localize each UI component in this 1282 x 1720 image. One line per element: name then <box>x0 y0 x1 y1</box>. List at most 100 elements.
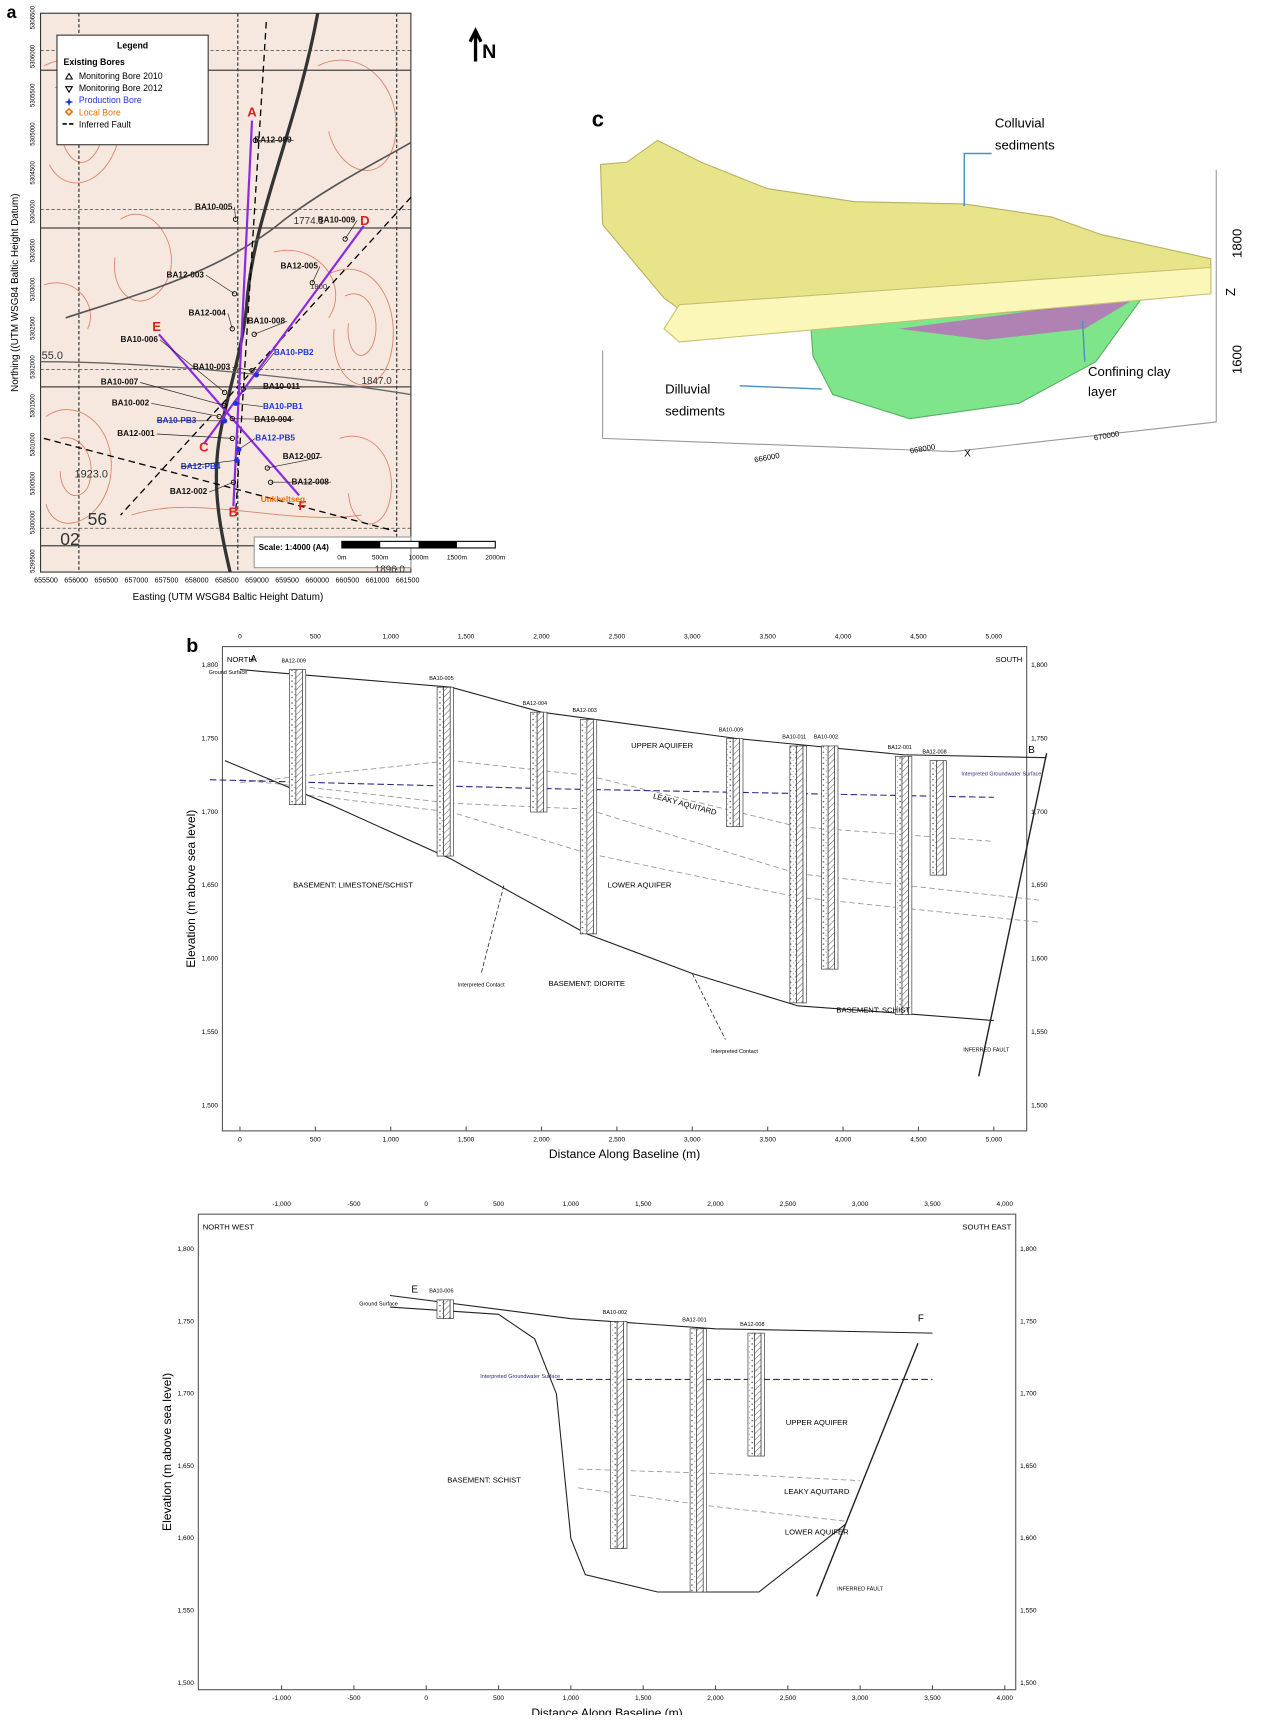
bore-log <box>727 739 734 827</box>
x-tick-label: 4,000 <box>835 633 852 640</box>
unit-label: UPPER AQUIFER <box>786 1418 849 1427</box>
y-tick-label: 5303500 <box>30 238 36 262</box>
y-tick-label: 1,800 <box>1020 1246 1037 1253</box>
bore-log <box>761 1333 764 1456</box>
bore-label: BA10-002 <box>603 1310 627 1316</box>
contact-label: Interpreted Contact <box>458 983 505 989</box>
z-axis-label: Z <box>1223 288 1238 296</box>
bore-log <box>690 1329 697 1592</box>
bore-log <box>587 720 594 934</box>
local-bore-label: Unkheltseg <box>261 495 305 504</box>
y-tick-label: 1,650 <box>202 882 219 889</box>
x-tick-label: 666000 <box>754 451 781 464</box>
legend-title: Legend <box>117 40 148 50</box>
y-tick-label: 1,500 <box>178 1680 195 1687</box>
x-tick-label: 660000 <box>305 577 329 585</box>
y-tick-label: 1,750 <box>1020 1318 1037 1325</box>
bore-log <box>437 687 444 856</box>
fault-label: INFERRED FAULT <box>837 1587 884 1593</box>
y-tick-label: 5300500 <box>30 471 36 495</box>
model-annotation: Dilluvial <box>665 382 710 397</box>
section-point: B <box>229 504 238 519</box>
bore-log <box>289 670 296 805</box>
x-tick-label: 657000 <box>125 577 149 585</box>
figure: aLegendExisting BoresMonitoring Bore 201… <box>0 0 1282 1715</box>
x-tick-label: 2,500 <box>609 633 626 640</box>
x-tick-label: 1,500 <box>458 633 475 640</box>
ground-label: Ground Surface <box>359 1302 398 1308</box>
bore-log <box>828 746 835 969</box>
bore-log <box>296 670 303 805</box>
x-tick-label: 0 <box>238 1136 242 1143</box>
model-annotation: sediments <box>665 404 725 419</box>
bore-label: BA12-004 <box>523 701 547 707</box>
bore-log <box>450 1300 453 1319</box>
y-tick-label: 1,650 <box>178 1463 195 1470</box>
bore-label: BA10-005 <box>429 676 453 682</box>
y-tick-label: 1,550 <box>1020 1608 1037 1615</box>
bore-label: BA12-003 <box>573 708 597 714</box>
x-axis-label: Distance Along Baseline (m) <box>531 1706 682 1715</box>
bore-log <box>930 761 937 876</box>
bore-label: BA12-008 <box>922 749 946 755</box>
x-tick-label: 4,500 <box>910 633 927 640</box>
bore-log <box>617 1322 624 1549</box>
x-tick-label: 659000 <box>245 577 269 585</box>
bore-log <box>796 746 803 1003</box>
x-tick-label: 661000 <box>366 577 390 585</box>
x-tick-label: 5,000 <box>986 633 1003 640</box>
bore-label: BA10-005 <box>195 202 233 211</box>
x-tick-label: 659500 <box>275 577 299 585</box>
bore-log <box>803 746 806 1003</box>
unit-label: UPPER AQUIFER <box>631 741 694 750</box>
x-tick-label: 2,500 <box>780 1695 797 1702</box>
bore-log <box>437 1300 444 1319</box>
y-tick-label: 5302500 <box>30 316 36 340</box>
y-axis-label: Elevation (m above sea level) <box>160 1373 174 1531</box>
bore-label: BA10-011 <box>782 735 806 741</box>
unit-label: BASEMENT: SCHIST <box>447 1476 521 1485</box>
y-tick-label: 5301000 <box>30 432 36 456</box>
bore-log <box>740 739 743 827</box>
bore-label: BA12-004 <box>188 309 226 318</box>
bore-label: BA10-006 <box>121 335 159 344</box>
y-tick-label: 1,700 <box>202 809 219 816</box>
x-axis-label: Distance Along Baseline (m) <box>549 1147 700 1161</box>
panel-label: b <box>186 635 198 657</box>
legend-item: Monitoring Bore 2010 <box>79 71 163 81</box>
section-point: C <box>199 440 209 455</box>
bore-log <box>611 1322 618 1549</box>
x-tick-label: 500 <box>493 1201 504 1208</box>
y-tick-label: 5305500 <box>30 83 36 107</box>
x-tick-label: 3,000 <box>852 1201 869 1208</box>
y-tick-label: 1,600 <box>202 956 219 963</box>
y-tick-label: 1,800 <box>1031 662 1048 669</box>
legend-item: Monitoring Bore 2012 <box>79 83 163 93</box>
bore-marker <box>233 401 237 405</box>
y-tick-label: 5305000 <box>30 122 36 146</box>
model-annotation: sediments <box>995 137 1055 152</box>
map-label: 55.0 <box>42 350 63 362</box>
section-heading: SOUTH <box>996 655 1023 664</box>
x-tick-label: 2,500 <box>780 1201 797 1208</box>
x-tick-label: 658000 <box>185 577 209 585</box>
x-tick-label: 660500 <box>335 577 359 585</box>
section-point: D <box>360 213 369 228</box>
x-tick-label: 3,000 <box>684 633 701 640</box>
y-tick-label: 5306000 <box>30 44 36 68</box>
section-heading: SOUTH EAST <box>962 1222 1011 1231</box>
x-tick-label: 2,000 <box>533 1136 550 1143</box>
bore-log <box>755 1333 762 1456</box>
scale-tick-label: 500m <box>372 555 389 562</box>
bore-log <box>302 670 305 805</box>
map-label: 1800 <box>310 282 327 291</box>
bore-log <box>937 761 944 876</box>
x-tick-label: 1,000 <box>383 1136 400 1143</box>
bore-label: BA12-001 <box>682 1317 706 1323</box>
unit-label: LOWER AQUIFER <box>785 1528 849 1537</box>
x-tick-label: 1,500 <box>635 1695 652 1702</box>
x-tick-label: 1,000 <box>563 1201 580 1208</box>
bore-label: BA10-007 <box>101 378 139 387</box>
y-tick-label: 1,800 <box>178 1246 195 1253</box>
bore-label: BA10-002 <box>112 398 150 407</box>
